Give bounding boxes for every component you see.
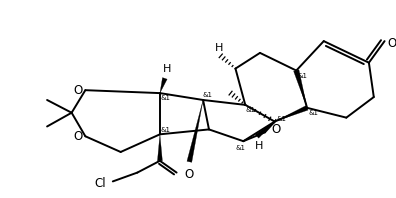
Text: Cl: Cl xyxy=(94,177,106,190)
Text: O: O xyxy=(74,84,83,97)
Text: O: O xyxy=(74,130,83,143)
Text: O: O xyxy=(272,123,281,136)
Text: &1: &1 xyxy=(297,73,307,79)
Text: &1: &1 xyxy=(309,110,319,116)
Polygon shape xyxy=(160,78,167,93)
Text: &1: &1 xyxy=(276,116,287,122)
Text: &1: &1 xyxy=(161,95,171,101)
Polygon shape xyxy=(294,70,307,108)
Text: H: H xyxy=(215,43,223,53)
Polygon shape xyxy=(187,100,203,162)
Text: &1: &1 xyxy=(203,92,213,98)
Text: &1: &1 xyxy=(245,107,255,113)
Text: H: H xyxy=(255,141,263,151)
Text: O: O xyxy=(388,37,396,50)
Text: H: H xyxy=(163,64,171,74)
Polygon shape xyxy=(255,122,275,138)
Text: &1: &1 xyxy=(161,127,171,133)
Text: &1: &1 xyxy=(235,145,246,151)
Polygon shape xyxy=(158,134,162,161)
Polygon shape xyxy=(275,106,308,122)
Text: O: O xyxy=(185,168,194,181)
